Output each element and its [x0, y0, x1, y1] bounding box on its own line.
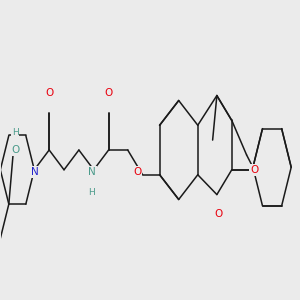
Text: H: H [88, 188, 95, 196]
Text: O: O [133, 167, 141, 177]
Text: O: O [104, 88, 113, 98]
Text: H: H [12, 128, 19, 137]
Text: O: O [45, 88, 53, 98]
Text: O: O [215, 209, 223, 219]
Text: O: O [11, 145, 19, 154]
Text: N: N [32, 167, 39, 177]
Text: O: O [250, 165, 258, 175]
Text: N: N [88, 167, 95, 177]
